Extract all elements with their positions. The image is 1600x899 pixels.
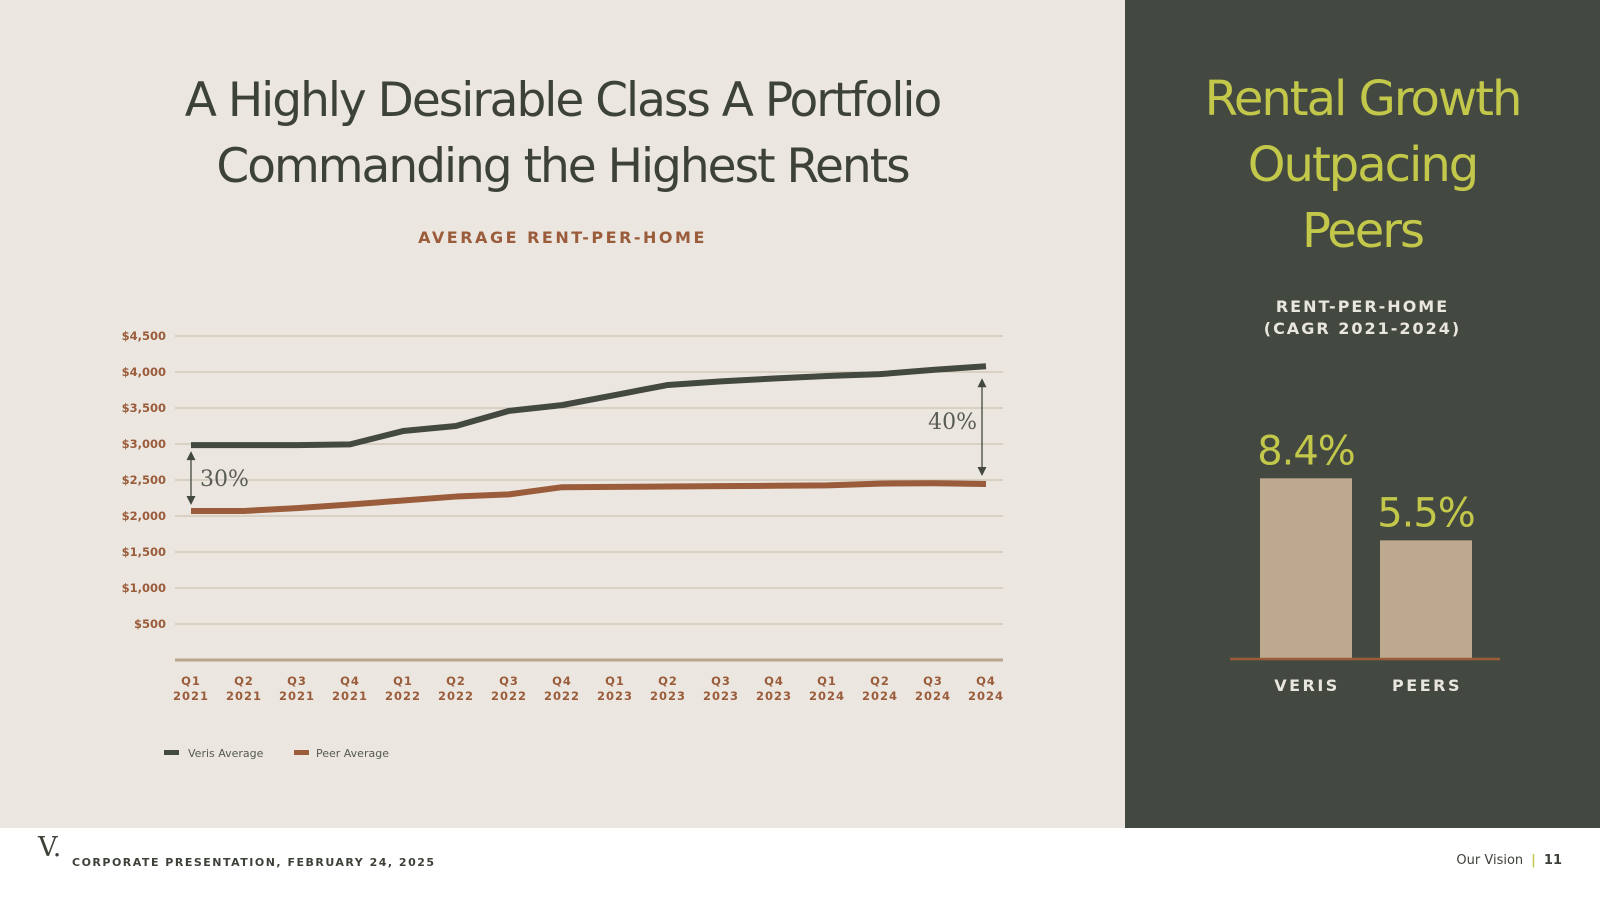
chart-legend: Veris Average Peer Average bbox=[164, 747, 389, 760]
series-line-veris bbox=[191, 363, 987, 449]
y-tick-label: $1,500 bbox=[122, 545, 166, 559]
bar-veris bbox=[1260, 478, 1352, 658]
legend-label-peer: Peer Average bbox=[316, 747, 389, 760]
x-tick-label: Q4 2024 bbox=[968, 674, 1004, 703]
side-title-line-3: Peers bbox=[1301, 203, 1425, 259]
bar-peers bbox=[1380, 540, 1472, 658]
x-tick-label: Q4 2021 bbox=[332, 674, 368, 703]
x-tick-label: Q3 2021 bbox=[279, 674, 315, 703]
bar-value-label-peers: 5.5% bbox=[1377, 490, 1475, 536]
y-tick-label: $4,500 bbox=[122, 329, 166, 343]
right-panel bbox=[1125, 0, 1600, 828]
x-tick-label: Q1 2022 bbox=[385, 674, 421, 703]
x-tick-label: Q3 2024 bbox=[915, 674, 951, 703]
left-panel bbox=[0, 0, 1125, 828]
bar-chart-title: RENT-PER-HOME (CAGR 2021-2024) bbox=[1125, 296, 1600, 340]
y-tick-label: $3,000 bbox=[122, 437, 166, 451]
series-line-peer bbox=[191, 480, 987, 514]
footer-section: Our Vision bbox=[1456, 853, 1524, 868]
gap-label-2021: 30% bbox=[200, 467, 249, 492]
x-tick-label: Q1 2024 bbox=[809, 674, 845, 703]
y-tick-label: $1,000 bbox=[122, 581, 166, 595]
bar-category-label-peers: PEERS bbox=[1392, 676, 1462, 695]
x-tick-label: Q1 2023 bbox=[597, 674, 633, 703]
x-tick-label: Q2 2021 bbox=[226, 674, 262, 703]
y-tick-label: $3,500 bbox=[122, 401, 166, 415]
x-tick-label: Q2 2023 bbox=[650, 674, 686, 703]
x-tick-label: Q3 2022 bbox=[491, 674, 527, 703]
side-title: Rental Growth Outpacing Peers bbox=[1125, 66, 1600, 264]
side-title-line-1: Rental Growth bbox=[1204, 71, 1523, 127]
cagr-bar-chart: 8.4% VERIS 5.5% PEERS bbox=[1230, 428, 1500, 695]
bar-value-label-veris: 8.4% bbox=[1257, 428, 1355, 474]
bar-chart-title-line-2: (CAGR 2021-2024) bbox=[1263, 319, 1462, 338]
rent-line-chart: $500 $1,000 $1,500 $2,000 $2,500 $3,000 $3,500… bbox=[122, 329, 1004, 760]
arrow-head-up bbox=[977, 378, 987, 388]
side-title-line-2: Outpacing bbox=[1247, 137, 1480, 193]
bar-category-label-veris: VERIS bbox=[1274, 676, 1340, 695]
page-number: 11 bbox=[1543, 853, 1562, 868]
page-title-line-1: A Highly Desirable Class A Portfolio bbox=[184, 73, 942, 128]
footer-presentation-text: CORPORATE PRESENTATION, FEBRUARY 24, 202… bbox=[72, 856, 436, 869]
gap-label-2024: 40% bbox=[928, 410, 977, 435]
arrow-head-up bbox=[186, 451, 196, 461]
arrow-head-down bbox=[186, 495, 196, 505]
footer-separator: | bbox=[1531, 853, 1536, 868]
line-chart-title: AVERAGE RENT-PER-HOME bbox=[418, 228, 707, 247]
y-tick-label: $2,500 bbox=[122, 473, 166, 487]
y-tick-label: $4,000 bbox=[122, 365, 166, 379]
logo: V. bbox=[38, 832, 62, 863]
footer bbox=[0, 828, 1600, 899]
y-tick-label: $500 bbox=[134, 617, 166, 631]
legend-swatch-peer bbox=[294, 750, 309, 755]
legend-label-veris: Veris Average bbox=[188, 747, 264, 760]
legend-swatch-veris bbox=[164, 750, 179, 755]
x-tick-label: Q1 2021 bbox=[173, 674, 209, 703]
x-tick-label: Q2 2024 bbox=[862, 674, 898, 703]
page-title: A Highly Desirable Class A Portfolio Com… bbox=[60, 68, 1065, 200]
gap-arrow-2024 bbox=[977, 378, 987, 476]
x-tick-label: Q4 2023 bbox=[756, 674, 792, 703]
page-title-line-2: Commanding the Highest Rents bbox=[216, 139, 910, 194]
bar-chart-title-line-1: RENT-PER-HOME bbox=[1275, 297, 1450, 316]
arrow-head-down bbox=[977, 466, 987, 476]
x-tick-label: Q3 2023 bbox=[703, 674, 739, 703]
gap-arrow-2021 bbox=[186, 451, 196, 505]
y-tick-label: $2,000 bbox=[122, 509, 166, 523]
x-tick-label: Q4 2022 bbox=[544, 674, 580, 703]
x-tick-label: Q2 2022 bbox=[438, 674, 474, 703]
footer-page-info: Our Vision | 11 bbox=[1456, 853, 1562, 868]
